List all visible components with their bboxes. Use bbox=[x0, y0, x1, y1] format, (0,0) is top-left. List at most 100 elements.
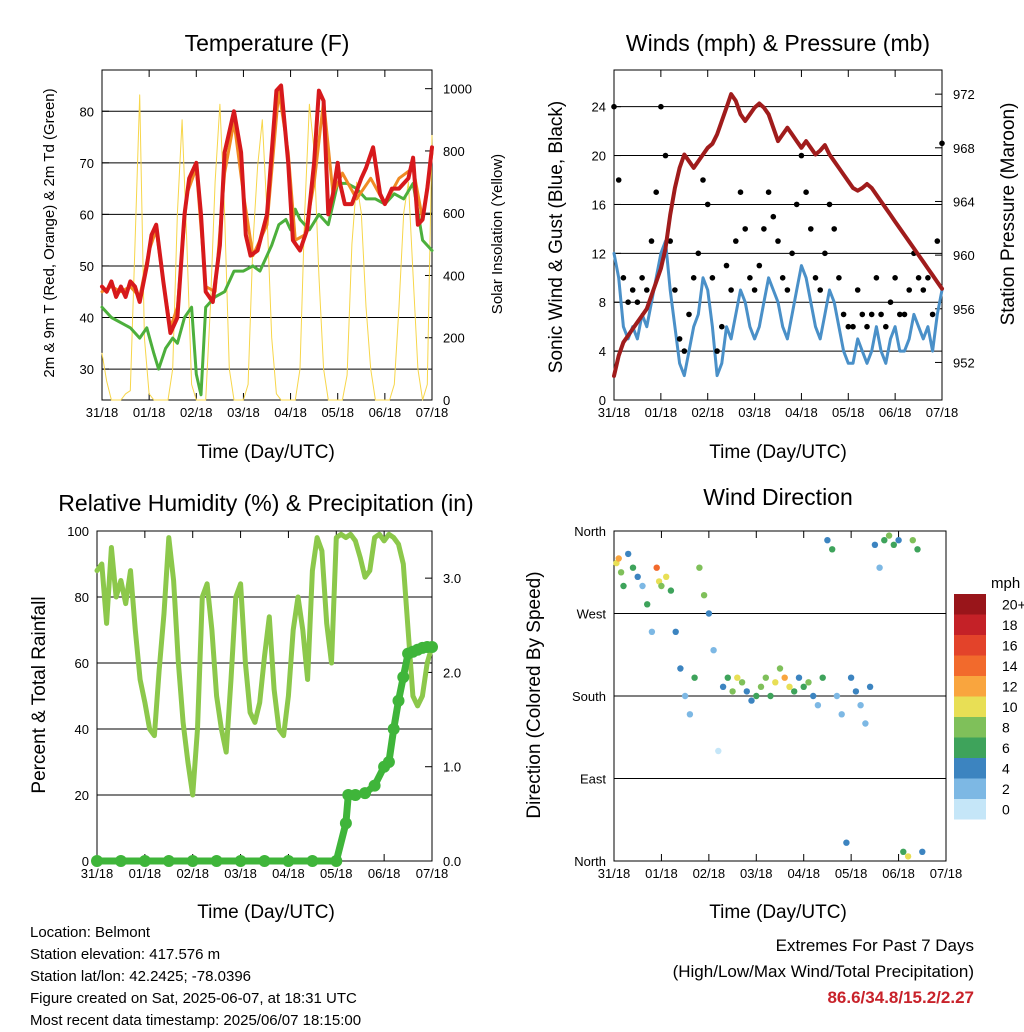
winds-ytick-label: 4 bbox=[599, 344, 606, 359]
direction-point bbox=[719, 683, 727, 690]
direction-xlabel: Time (Day/UTC) bbox=[709, 902, 847, 923]
gust-point bbox=[887, 299, 894, 306]
rh-y2tick-label: 0.0 bbox=[443, 854, 461, 869]
winds-y2tick-label: 952 bbox=[953, 355, 975, 370]
direction-ytick-label: West bbox=[577, 607, 607, 622]
gust-point bbox=[892, 275, 898, 281]
gust-point bbox=[723, 262, 730, 269]
direction-point bbox=[833, 692, 841, 700]
winds-frame bbox=[613, 69, 943, 401]
gust-point bbox=[920, 287, 927, 293]
colorbar-swatch bbox=[954, 778, 986, 799]
rh-xlabel: Time (Day/UTC) bbox=[197, 902, 335, 923]
precip-point bbox=[330, 855, 343, 867]
colorbar-swatch bbox=[954, 799, 986, 820]
gust-point bbox=[719, 323, 725, 330]
temperature-ytick-label: 50 bbox=[80, 259, 94, 274]
colorbar-label: 4 bbox=[1002, 760, 1010, 776]
direction-xtick-label: 03/18 bbox=[740, 866, 773, 881]
direction-point bbox=[743, 688, 750, 695]
recent-timestamp: Most recent data timestamp: 2025/06/07 1… bbox=[30, 1012, 362, 1029]
precip-point bbox=[359, 787, 371, 800]
colorbar-swatch bbox=[954, 758, 986, 779]
direction-point bbox=[617, 569, 625, 576]
temperature-y2tick-label: 400 bbox=[443, 268, 465, 283]
rh-y2tick-label: 1.0 bbox=[443, 760, 461, 775]
precip-point bbox=[186, 855, 199, 867]
precip-point bbox=[282, 855, 295, 867]
temperature-y2tick-label: 600 bbox=[443, 206, 465, 221]
direction-point bbox=[904, 853, 912, 860]
temperature-y2tick-label: 200 bbox=[443, 331, 465, 346]
colorbar-label: 18 bbox=[1002, 617, 1018, 633]
gust-point bbox=[803, 189, 809, 195]
direction-ytick-label: South bbox=[572, 689, 606, 704]
direction-point bbox=[914, 546, 921, 553]
gust-point bbox=[854, 287, 861, 293]
temperature-title: Temperature (F) bbox=[185, 30, 350, 56]
rh-ytick-label: 60 bbox=[75, 656, 89, 671]
gust-point bbox=[747, 275, 753, 281]
temperature-xtick-label: 05/18 bbox=[321, 405, 354, 420]
gust-point bbox=[864, 323, 870, 330]
direction-point bbox=[909, 537, 916, 544]
direction-point bbox=[895, 537, 902, 544]
gust-point bbox=[667, 238, 673, 244]
temperature-xtick-label: 04/18 bbox=[274, 405, 307, 420]
rh-ytick-label: 0 bbox=[82, 854, 89, 869]
direction-point bbox=[738, 679, 746, 686]
gust-point bbox=[901, 311, 908, 318]
gust-point bbox=[859, 311, 866, 318]
direction-point bbox=[776, 665, 784, 672]
precip-point bbox=[258, 855, 271, 867]
winds-ytick-label: 24 bbox=[592, 100, 606, 115]
direction-point bbox=[729, 688, 736, 695]
direction-point bbox=[829, 546, 836, 553]
rh-ylabel: Percent & Total Rainfall bbox=[29, 596, 50, 793]
temperature-ylabel: 2m & 9m T (Red, Orange) & 2m Td (Green) bbox=[41, 88, 58, 377]
direction-point bbox=[919, 848, 926, 855]
gust-point bbox=[690, 275, 697, 281]
gust-point bbox=[672, 287, 678, 293]
direction-point bbox=[900, 848, 907, 855]
direction-point bbox=[852, 688, 860, 695]
rh-xtick-label: 07/18 bbox=[416, 866, 449, 881]
direction-point bbox=[847, 674, 855, 681]
extremes-line2: (High/Low/Max Wind/Total Precipitation) bbox=[672, 962, 974, 981]
direction-point bbox=[871, 541, 879, 548]
gust-point bbox=[681, 348, 688, 354]
winds-xtick-label: 01/18 bbox=[645, 405, 678, 420]
temperature-xtick-label: 07/18 bbox=[416, 405, 449, 420]
temperature-y2tick-label: 0 bbox=[443, 393, 450, 408]
direction-point bbox=[667, 587, 675, 594]
gust-point bbox=[915, 275, 922, 281]
winds-y2label: Station Pressure (Maroon) bbox=[998, 103, 1019, 326]
direction-point bbox=[876, 564, 883, 571]
temperature-y2tick-label: 800 bbox=[443, 144, 465, 159]
colorbar-label: 16 bbox=[1002, 637, 1018, 653]
direction-point bbox=[862, 720, 869, 727]
direction-point bbox=[748, 697, 755, 704]
direction-point bbox=[819, 674, 826, 681]
direction-point bbox=[686, 711, 694, 718]
winds-xtick-label: 05/18 bbox=[832, 405, 865, 420]
extremes-values: 86.6/34.8/15.2/2.27 bbox=[827, 988, 974, 1007]
gust-point bbox=[793, 201, 800, 208]
gust-point bbox=[868, 311, 875, 318]
gust-point bbox=[615, 177, 622, 183]
winds-y2tick-label: 956 bbox=[953, 302, 975, 317]
direction-point bbox=[757, 683, 765, 690]
direction-point bbox=[824, 537, 831, 544]
gust-point bbox=[808, 226, 814, 232]
direction-xtick-label: 07/18 bbox=[930, 866, 963, 881]
temperature-xtick-label: 06/18 bbox=[369, 405, 402, 420]
direction-point bbox=[696, 564, 703, 571]
colorbar-label: 10 bbox=[1002, 699, 1018, 715]
temperature-ytick-label: 70 bbox=[80, 156, 94, 171]
gust-point bbox=[934, 238, 941, 244]
direction-point bbox=[705, 610, 713, 617]
precip-point bbox=[368, 779, 381, 792]
gust-point bbox=[644, 287, 650, 293]
winds-y2tick-label: 964 bbox=[953, 194, 975, 209]
